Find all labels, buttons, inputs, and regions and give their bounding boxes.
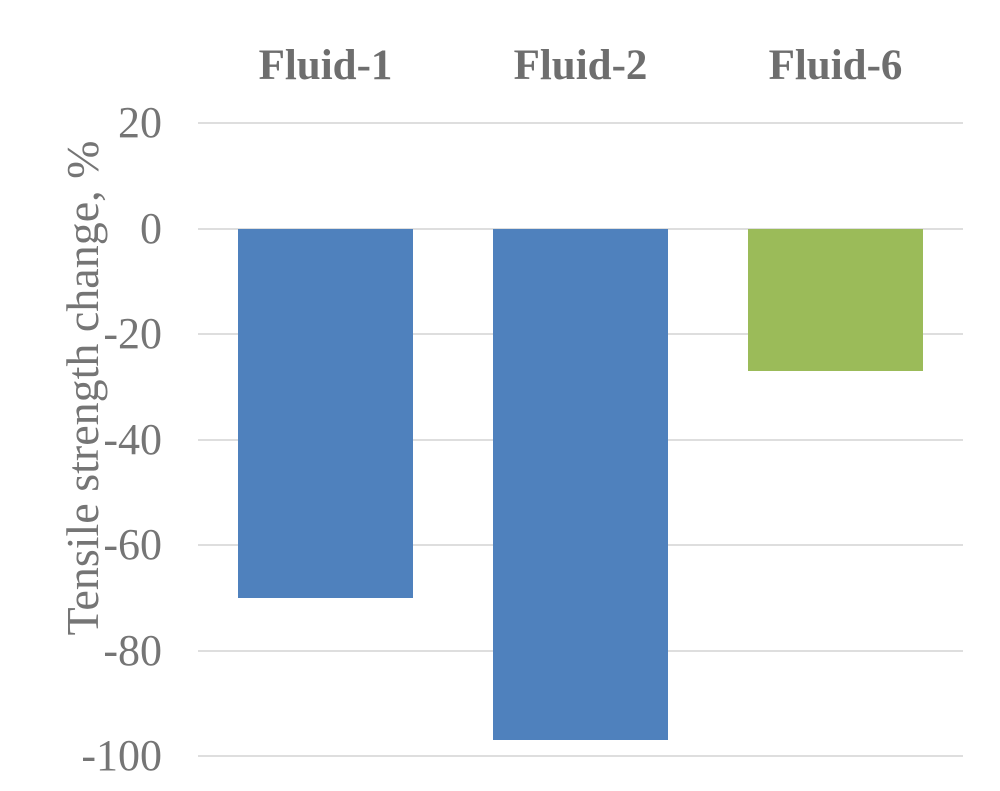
bar-fluid-6 xyxy=(748,228,923,371)
bar-fluid-1 xyxy=(238,228,413,598)
y-tick-label-20: 20 xyxy=(118,98,162,147)
category-header-fluid-6: Fluid-6 xyxy=(768,42,903,89)
y-tick-label--40: -40 xyxy=(103,414,162,464)
gridline-20 xyxy=(198,122,963,124)
y-tick-label--80: -80 xyxy=(103,625,162,675)
category-header-fluid-1: Fluid-1 xyxy=(258,42,393,89)
y-tick-label--20: -20 xyxy=(103,309,162,358)
bar-fluid-2 xyxy=(493,228,668,741)
y-tick-label--100: -100 xyxy=(81,731,162,780)
category-header-fluid-2: Fluid-2 xyxy=(513,42,648,89)
y-tick-label-0: 0 xyxy=(140,203,162,253)
y-tick-label--60: -60 xyxy=(103,520,162,569)
gridline--100 xyxy=(198,755,963,757)
